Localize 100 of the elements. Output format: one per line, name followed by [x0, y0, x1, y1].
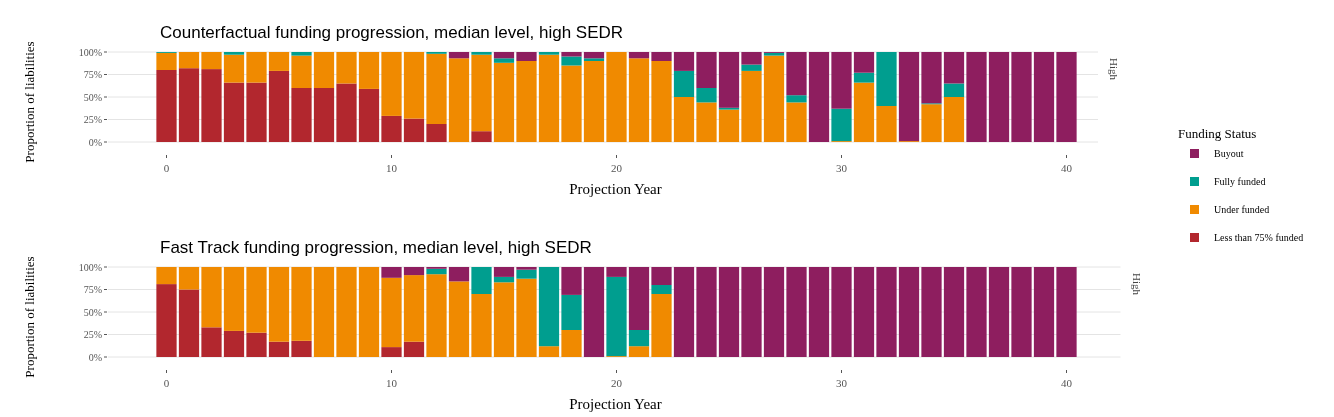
- x-tick-label: 10: [386, 162, 398, 174]
- bar: [651, 294, 672, 357]
- chart-title: Counterfactual funding progression, median level, high SEDR: [160, 23, 624, 42]
- bar: [741, 267, 762, 357]
- bar: [831, 108, 852, 142]
- bar: [718, 52, 740, 108]
- bar: [381, 267, 402, 278]
- bar: [471, 54, 492, 132]
- legend-label: Under funded: [1214, 204, 1270, 215]
- x-tick-label: 20: [611, 162, 623, 174]
- bar: [831, 52, 852, 109]
- bar: [786, 52, 807, 96]
- legend-title: Funding Status: [1178, 126, 1257, 141]
- bar: [1056, 52, 1077, 142]
- bar: [448, 52, 470, 59]
- bar: [336, 52, 357, 84]
- bar: [673, 97, 695, 142]
- bar: [876, 267, 897, 357]
- bar: [426, 124, 447, 142]
- bar: [943, 52, 965, 84]
- bar: [921, 52, 942, 104]
- bar: [786, 95, 807, 103]
- bar: [403, 52, 425, 119]
- bar: [943, 83, 965, 97]
- bar: [628, 58, 650, 142]
- x-tick-label: 10: [386, 377, 398, 389]
- bar: [336, 267, 357, 357]
- bar: [1011, 267, 1032, 357]
- y-tick-label: 75%: [83, 284, 102, 295]
- bar: [853, 52, 875, 73]
- bar: [493, 58, 515, 63]
- bar: [898, 267, 920, 357]
- bar: [696, 102, 717, 142]
- bar: [448, 58, 470, 142]
- y-tick-label: 100%: [78, 261, 102, 273]
- bar: [201, 52, 222, 70]
- bar: [786, 102, 807, 142]
- bar: [561, 56, 582, 66]
- bar: [246, 52, 267, 83]
- bar: [201, 69, 222, 142]
- bar: [403, 341, 425, 357]
- bar: [313, 88, 335, 142]
- bar: [246, 267, 267, 333]
- bar: [808, 267, 830, 357]
- bar: [381, 115, 402, 142]
- y-tick-label: 50%: [83, 306, 102, 318]
- bar: [1056, 267, 1077, 357]
- bar: [606, 267, 627, 277]
- x-tick-label: 0: [163, 377, 170, 389]
- bar: [853, 72, 875, 83]
- y-tick-label: 75%: [83, 69, 102, 80]
- x-tick-label: 30: [836, 162, 848, 174]
- bar: [853, 267, 875, 357]
- bar: [606, 276, 627, 357]
- bar: [561, 65, 582, 142]
- bar: [741, 64, 762, 71]
- bar: [876, 106, 897, 142]
- x-tick-label: 0: [163, 162, 170, 174]
- bar: [516, 267, 537, 270]
- bar: [426, 53, 447, 124]
- bar: [291, 340, 312, 357]
- bar: [471, 131, 492, 142]
- bar: [291, 55, 312, 88]
- legend-label: Buyout: [1214, 148, 1244, 159]
- bar: [651, 61, 672, 142]
- bar: [156, 284, 177, 357]
- bar: [246, 332, 267, 357]
- x-tick-label: 40: [1061, 162, 1073, 174]
- bar: [628, 346, 650, 357]
- y-tick-label: 100%: [78, 46, 102, 58]
- legend-label: Fully funded: [1214, 176, 1266, 187]
- bar: [561, 294, 582, 330]
- bar: [178, 289, 200, 357]
- bar: [538, 54, 560, 142]
- bar: [583, 58, 605, 61]
- bar: [493, 282, 515, 357]
- bar: [381, 52, 402, 116]
- y-tick-label: 25%: [83, 114, 102, 125]
- bar: [493, 52, 515, 59]
- x-axis-title: Projection Year: [569, 181, 662, 197]
- bar: [223, 52, 245, 55]
- bar: [786, 267, 807, 357]
- bar: [538, 267, 560, 347]
- bar: [583, 61, 605, 142]
- bar: [943, 97, 965, 142]
- bar: [606, 52, 627, 142]
- bar: [178, 68, 200, 142]
- bar: [921, 267, 942, 357]
- bar: [201, 267, 222, 328]
- bar: [201, 327, 222, 357]
- bar: [268, 70, 290, 142]
- chart-title: Fast Track funding progression, median level, high SEDR: [160, 238, 592, 257]
- bar: [988, 267, 1010, 357]
- bar: [1011, 52, 1032, 142]
- bar: [313, 52, 335, 88]
- bar: [223, 330, 245, 357]
- bar: [538, 52, 560, 55]
- bar: [156, 70, 177, 142]
- bar: [403, 118, 425, 142]
- x-tick-label: 30: [836, 377, 848, 389]
